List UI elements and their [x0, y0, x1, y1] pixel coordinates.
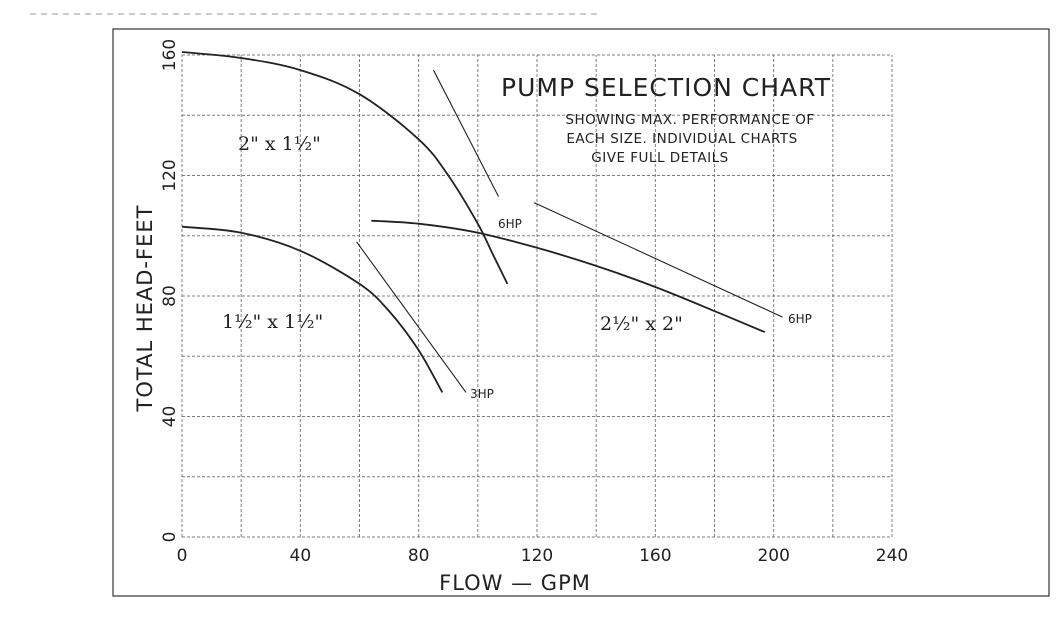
series-label-2-5x2: 2½" x 2" — [600, 313, 683, 335]
hp-label-6hp-b: 6HP — [788, 312, 812, 326]
y-axis-label: TOTAL HEAD-FEET — [133, 205, 157, 413]
chart-title: PUMP SELECTION CHART — [501, 73, 831, 102]
chart-subtitle-line-3: GIVE FULL DETAILS — [591, 150, 728, 166]
hp-label-6hp-a: 6HP — [498, 217, 522, 231]
y-tick-label: 40 — [160, 406, 180, 428]
pump-curve — [181, 51, 509, 285]
chart-subtitle-line-2: EACH SIZE. INDIVIDUAL CHARTS — [566, 131, 797, 147]
x-axis-label: FLOW — GPM — [439, 571, 591, 595]
y-tick-label: 0 — [160, 532, 180, 543]
x-tick-label: 0 — [177, 546, 188, 566]
hp-label-3hp: 3HP — [470, 387, 494, 401]
grid — [181, 54, 893, 538]
hp-line — [432, 69, 500, 197]
y-tick-label: 120 — [160, 159, 180, 191]
x-tick-label: 160 — [639, 546, 671, 566]
y-tick-label: 160 — [160, 39, 180, 71]
pump-curves — [181, 51, 766, 393]
x-tick-label: 200 — [757, 546, 789, 566]
x-tick-label: 120 — [521, 546, 553, 566]
pump-curve — [371, 219, 766, 333]
series-label-2x1-5: 2" x 1½" — [238, 133, 321, 155]
series-label-1-5x1-5: 1½" x 1½" — [222, 311, 323, 333]
chart-subtitle-line-1: SHOWING MAX. PERFORMANCE OF — [565, 112, 814, 128]
hp-line — [533, 202, 783, 318]
x-tick-label: 40 — [290, 546, 312, 566]
y-tick-label: 80 — [160, 285, 180, 307]
hp-lines — [356, 69, 783, 393]
chart-frame — [112, 28, 1050, 597]
tick-labels: 0 40 80 120 160 200 240 0 40 80 120 160 — [160, 39, 908, 566]
x-tick-label: 240 — [876, 546, 908, 566]
pump-curve — [181, 225, 444, 393]
hp-line — [356, 241, 467, 393]
x-tick-label: 80 — [408, 546, 430, 566]
